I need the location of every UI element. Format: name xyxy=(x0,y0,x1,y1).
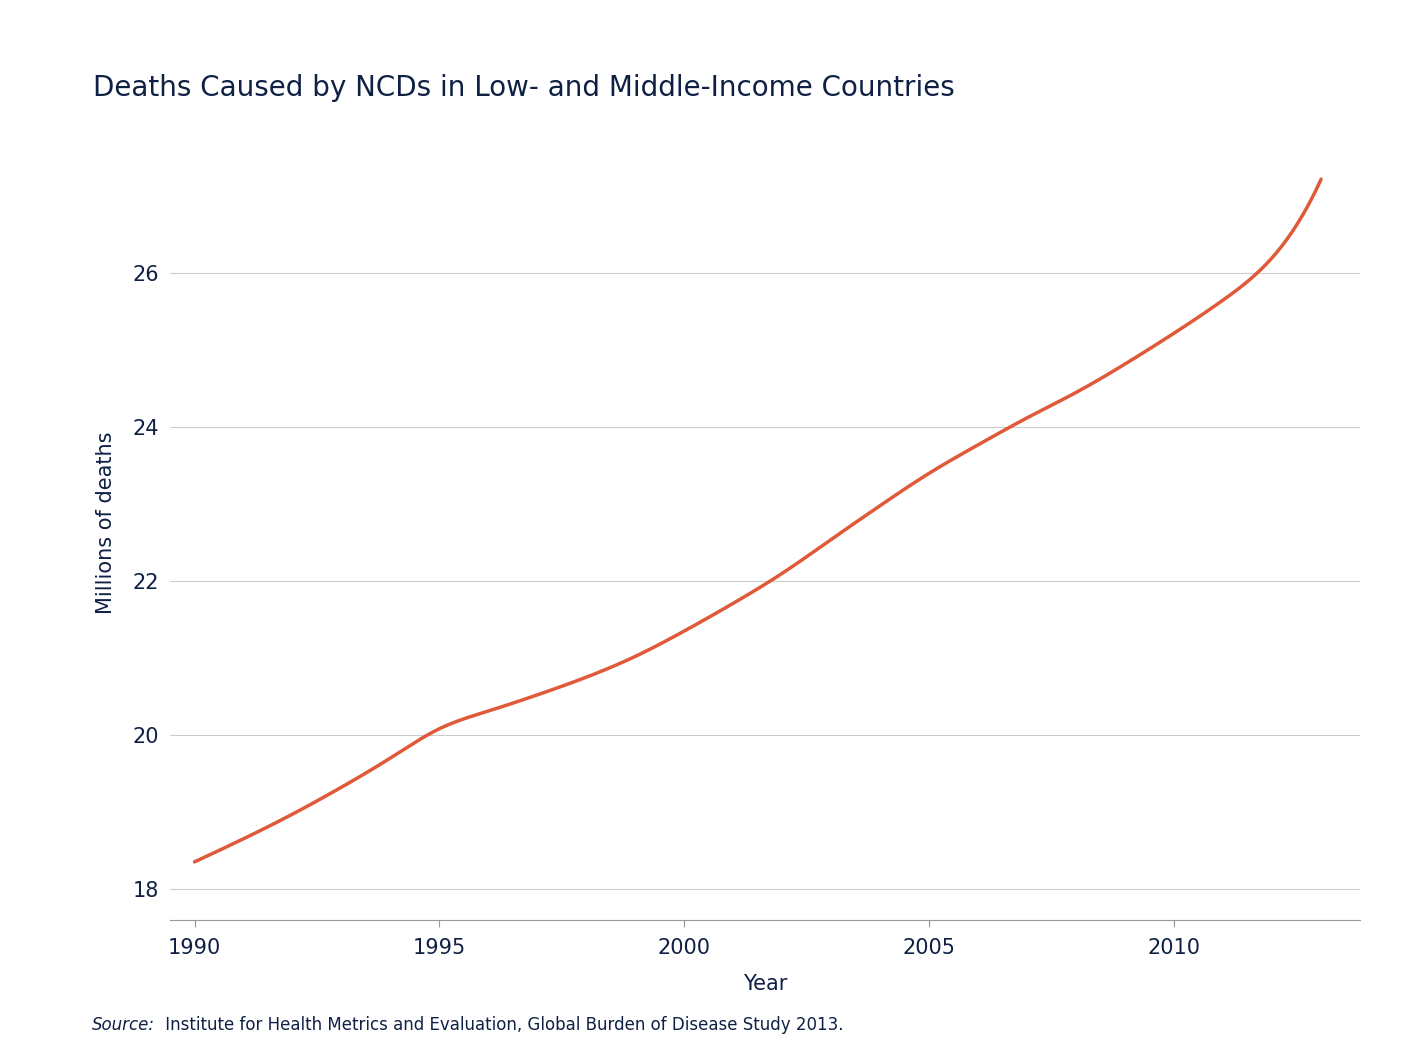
X-axis label: Year: Year xyxy=(743,975,788,995)
Text: Source:: Source: xyxy=(92,1016,154,1034)
Text: Deaths Caused by NCDs in Low- and Middle-Income Countries: Deaths Caused by NCDs in Low- and Middle… xyxy=(92,74,955,103)
Y-axis label: Millions of deaths: Millions of deaths xyxy=(95,432,116,614)
Text: Institute for Health Metrics and Evaluation, Global Burden of Disease Study 2013: Institute for Health Metrics and Evaluat… xyxy=(160,1016,843,1034)
